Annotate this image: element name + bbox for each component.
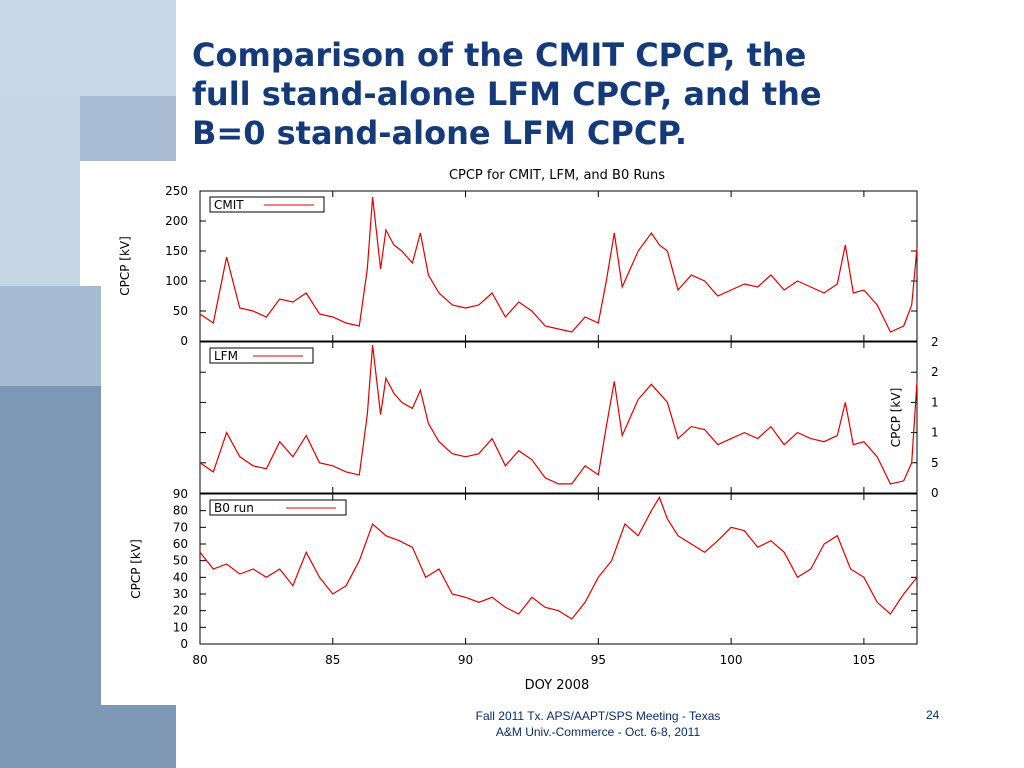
slide-title-line-1: Comparison of the CMIT CPCP, the: [192, 36, 807, 74]
y-tick-label: 40: [173, 570, 188, 584]
y-tick-label: 100: [165, 274, 188, 288]
sidebar-block-mid: [80, 96, 176, 161]
footer-text: Fall 2011 Tx. APS/AAPT/SPS Meeting - Tex…: [418, 708, 778, 740]
sidebar-block-left-mid: [0, 286, 101, 386]
x-tick-label: 90: [458, 653, 473, 667]
y-axis-label: CPCP [kV]: [889, 388, 903, 448]
series-line-3: [199, 495, 918, 620]
y-tick-label: 0: [180, 334, 188, 348]
page-number: 24: [926, 708, 940, 722]
x-tick-label: 105: [852, 653, 875, 667]
panel-frame: [199, 341, 918, 494]
legend-label: CMIT: [214, 198, 244, 212]
figure-panel: CPCP for CMIT, LFM, and B0 Runs DOY 2008…: [101, 161, 939, 705]
y-tick-label: 250: [931, 335, 939, 349]
y-tick-label: 200: [931, 365, 939, 379]
legend-label: LFM: [214, 349, 238, 363]
x-tick-label: 100: [720, 653, 743, 667]
y-tick-label: 10: [173, 620, 188, 634]
legend-label: B0 run: [214, 501, 254, 515]
slide-title-line-2: full stand-alone LFM CPCP, and the: [192, 75, 822, 113]
series-line-1: [199, 196, 918, 333]
y-tick-label: 100: [931, 426, 939, 440]
x-axis-label: DOY 2008: [525, 678, 590, 693]
y-tick-label: 30: [173, 587, 188, 601]
y-tick-label: 200: [165, 214, 188, 228]
y-axis-label: CPCP [kV]: [118, 236, 132, 296]
x-tick-label: 85: [325, 653, 340, 667]
cpcp-chart: CPCP for CMIT, LFM, and B0 Runs DOY 2008…: [118, 168, 939, 693]
panel-3: 0 10 20 30 40 50 60 70 80 90 CPCP [kV] B0 run: [129, 487, 918, 651]
x-tick-label: 95: [591, 653, 606, 667]
y-tick-label: 50: [173, 554, 188, 568]
y-tick-label: 50: [931, 456, 939, 470]
y-tick-label: 50: [173, 304, 188, 318]
legend-box: [209, 499, 347, 516]
slide-title-line-3: B=0 stand-alone LFM CPCP.: [192, 114, 688, 152]
slide-title: Comparison of the CMIT CPCP, the full st…: [192, 36, 982, 153]
y-tick-label: 20: [173, 604, 188, 618]
panel-frame: [199, 190, 918, 342]
y-tick-label: 0: [931, 486, 939, 500]
panel-2: 0 50 100 150 200 250 CPCP [kV] LFM: [199, 335, 939, 500]
sidebar-block-top-light: [0, 0, 176, 96]
y-tick-label: 70: [173, 520, 188, 534]
footer-line-2: A&M Univ.-Commerce - Oct. 6-8, 2011: [495, 725, 701, 739]
sidebar-block-top-pale: [0, 96, 80, 286]
y-tick-label: 150: [931, 395, 939, 409]
y-tick-label: 250: [165, 184, 188, 198]
panel-1: 0 50 100 150 200 250 CPCP [kV] CMIT: [118, 184, 918, 348]
x-tick-label: 80: [192, 653, 207, 667]
chart-title: CPCP for CMIT, LFM, and B0 Runs: [449, 168, 665, 183]
y-tick-label: 60: [173, 537, 188, 551]
series-line-2: [199, 344, 918, 485]
y-tick-label: 0: [180, 637, 188, 651]
panel-frame: [199, 493, 918, 645]
y-tick-label: 80: [173, 504, 188, 518]
y-tick-label: 90: [173, 487, 188, 501]
y-tick-label: 150: [165, 244, 188, 258]
footer-line-1: Fall 2011 Tx. APS/AAPT/SPS Meeting - Tex…: [475, 709, 721, 723]
y-axis-label: CPCP [kV]: [129, 539, 143, 599]
